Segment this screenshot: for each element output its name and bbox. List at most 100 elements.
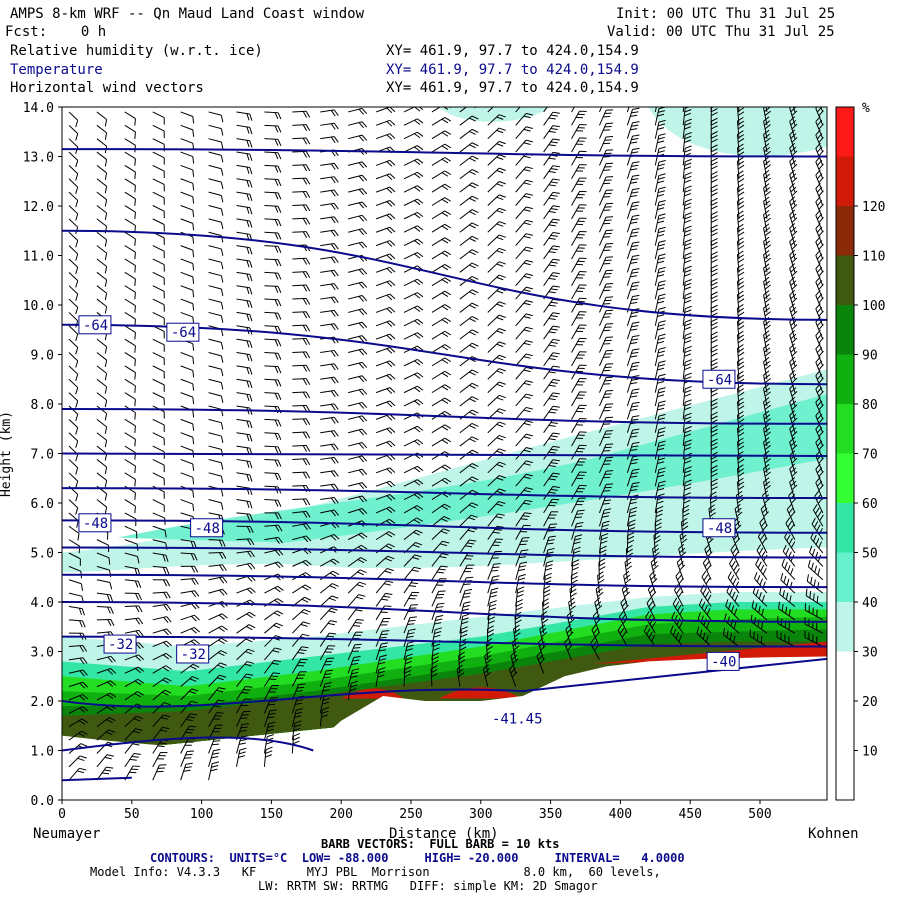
wind-barb-flag (246, 367, 250, 375)
wind-barb (152, 689, 165, 701)
wind-barb (264, 622, 277, 634)
wind-barb (152, 178, 165, 185)
wind-barb-flag (297, 686, 305, 689)
wind-barb (482, 669, 489, 687)
wind-barb-flag (248, 624, 256, 629)
wind-barb-flag (469, 304, 476, 309)
wind-barb (96, 218, 107, 227)
wind-barb-flag (730, 574, 735, 582)
wind-barb-flag (525, 286, 533, 290)
wind-barb-flag (444, 330, 452, 336)
wind-barb-flag (469, 425, 476, 429)
wind-barb-flag (301, 646, 309, 649)
wind-barb-flag (134, 158, 136, 166)
wind-barb-flag (702, 632, 706, 640)
wind-barb-flag (157, 745, 165, 748)
wind-barb-flag (441, 518, 448, 522)
wind-barb-flag (469, 157, 476, 162)
wind-barb (682, 388, 686, 407)
wind-barb (571, 471, 580, 487)
wind-barb (348, 241, 363, 247)
wind-barb (682, 241, 686, 260)
wind-barb (68, 459, 79, 469)
wind-barb (180, 590, 195, 594)
wind-barb-flag (632, 268, 640, 271)
wind-barb-flag (764, 378, 771, 384)
wind-barb-flag (330, 270, 336, 277)
wind-barb-flag (684, 286, 692, 290)
wind-barb-flag (764, 414, 771, 420)
wind-barb-flag (631, 218, 639, 221)
wind-barb-flag (333, 323, 339, 330)
wind-barb-flag (784, 561, 788, 569)
wind-barb-flag (192, 437, 195, 445)
wind-barb (263, 685, 273, 701)
wind-barb (736, 107, 740, 126)
wind-barb (682, 268, 686, 286)
wind-barb-flag (274, 537, 280, 544)
wind-barb-flag (631, 178, 639, 181)
wind-barb-flag (657, 364, 665, 367)
wind-barb-flag (385, 557, 392, 562)
wind-barb-flag (672, 597, 678, 605)
wind-barb-flag (548, 277, 556, 280)
wind-barb (375, 293, 391, 300)
wind-barb (180, 164, 194, 171)
wind-barb-flag (657, 434, 665, 438)
wind-barb (208, 750, 214, 767)
wind-barb-flag (730, 543, 736, 551)
colorbar-tick-label: 20 (862, 695, 878, 710)
wind-barb (571, 378, 580, 393)
wind-barb (763, 428, 768, 447)
wind-barb-flag (818, 541, 823, 549)
wind-barb (264, 647, 276, 661)
wind-barb-flag (761, 622, 764, 630)
wind-barb (403, 579, 414, 594)
wind-barb (598, 310, 607, 326)
wind-barb-flag (79, 645, 84, 652)
wind-barb (348, 482, 363, 487)
wind-barb-flag (110, 680, 117, 686)
wind-barb (68, 111, 79, 121)
wind-barb-flag (525, 246, 533, 250)
wind-barb (124, 691, 138, 701)
wind-barb (626, 202, 634, 220)
wind-barb-flag (301, 598, 309, 603)
wind-barb (515, 353, 527, 367)
wind-barb-flag (104, 159, 108, 167)
wind-barb (96, 459, 107, 468)
wind-barb-flag (711, 365, 718, 370)
wind-barb-flag (496, 183, 504, 187)
wind-barb (347, 619, 358, 634)
wind-barb-flag (246, 340, 250, 348)
wind-barb (763, 321, 768, 340)
wind-barb-flag (525, 499, 533, 503)
wind-barb-flag (677, 604, 682, 612)
wind-barb-flag (330, 257, 336, 264)
wind-barb-flag (711, 281, 718, 286)
wind-barb-flag (220, 208, 224, 216)
wind-barb-flag (785, 517, 791, 524)
wind-barb-flag (684, 118, 692, 123)
wind-barb-flag (138, 605, 143, 613)
wind-barb-flag (763, 477, 770, 483)
wind-barb-flag (81, 718, 89, 724)
wind-barb (515, 219, 527, 233)
wind-barb-flag (134, 439, 136, 447)
wind-barb (403, 554, 416, 567)
wind-barb-flag (444, 157, 452, 162)
wind-barb-flag (650, 604, 656, 611)
wind-barb-flag (217, 699, 225, 702)
wind-barb-flag (552, 365, 560, 368)
wind-barb (68, 525, 80, 534)
wind-barb-flag (469, 251, 476, 256)
wind-barb-flag (241, 691, 249, 694)
wind-barb (626, 323, 634, 340)
wind-barb-flag (76, 520, 79, 528)
wind-barb (626, 135, 634, 153)
wind-barb-flag (433, 643, 441, 648)
wind-barb-flag (550, 234, 558, 237)
wind-barb-flag (523, 155, 531, 159)
wind-barb-flag (104, 279, 108, 287)
wind-barb-flag (302, 351, 308, 359)
